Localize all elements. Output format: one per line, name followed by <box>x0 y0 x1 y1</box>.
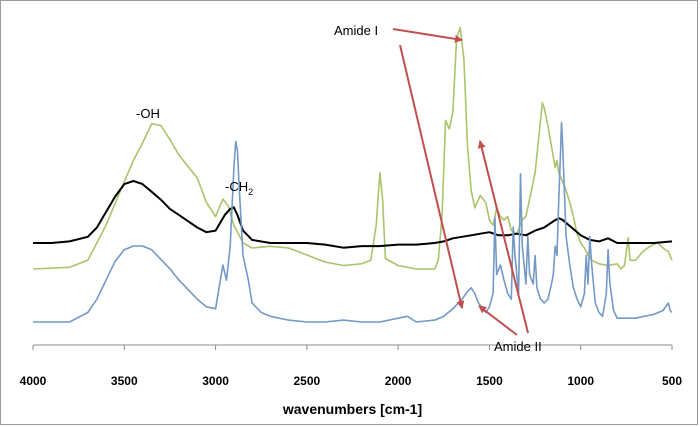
annotation-amide-ii: Amide II <box>494 339 542 354</box>
annotation-ch2-main: -CH <box>225 179 248 194</box>
annotation-ch2: -CH2 <box>225 179 253 197</box>
arrow-amide-i-top <box>392 28 463 43</box>
x-tick-label: 1500 <box>476 374 503 388</box>
x-tick-label: 3500 <box>111 374 138 388</box>
arrow-amide-ii-up <box>477 140 529 334</box>
annotation-ch2-subscript: 2 <box>248 187 253 197</box>
series-group <box>32 26 673 323</box>
series-line-green-spectrum <box>32 26 673 270</box>
arrow-amide-i-down <box>399 44 465 309</box>
series-line-black-spectrum <box>33 180 673 249</box>
plot-area: 4000 3500 3000 2500 2000 1500 1000 500 <box>20 26 682 388</box>
x-tick-label: 2500 <box>294 374 321 388</box>
x-tick-label: 2000 <box>385 374 412 388</box>
arrow-amide-ii-left <box>478 305 518 336</box>
x-ticks: 4000 3500 3000 2500 2000 1500 1000 500 <box>20 345 682 388</box>
annotation-arrows <box>392 28 529 336</box>
x-axis-title: wavenumbers [cm-1] <box>282 401 422 417</box>
x-tick-label: 3000 <box>202 374 229 388</box>
annotation-oh: -OH <box>136 106 160 121</box>
x-tick-label: 4000 <box>20 374 47 388</box>
x-tick-label: 500 <box>662 374 682 388</box>
series-line-blue-spectrum <box>33 121 673 323</box>
annotation-amide-i: Amide I <box>334 23 378 38</box>
x-tick-label: 1000 <box>567 374 594 388</box>
